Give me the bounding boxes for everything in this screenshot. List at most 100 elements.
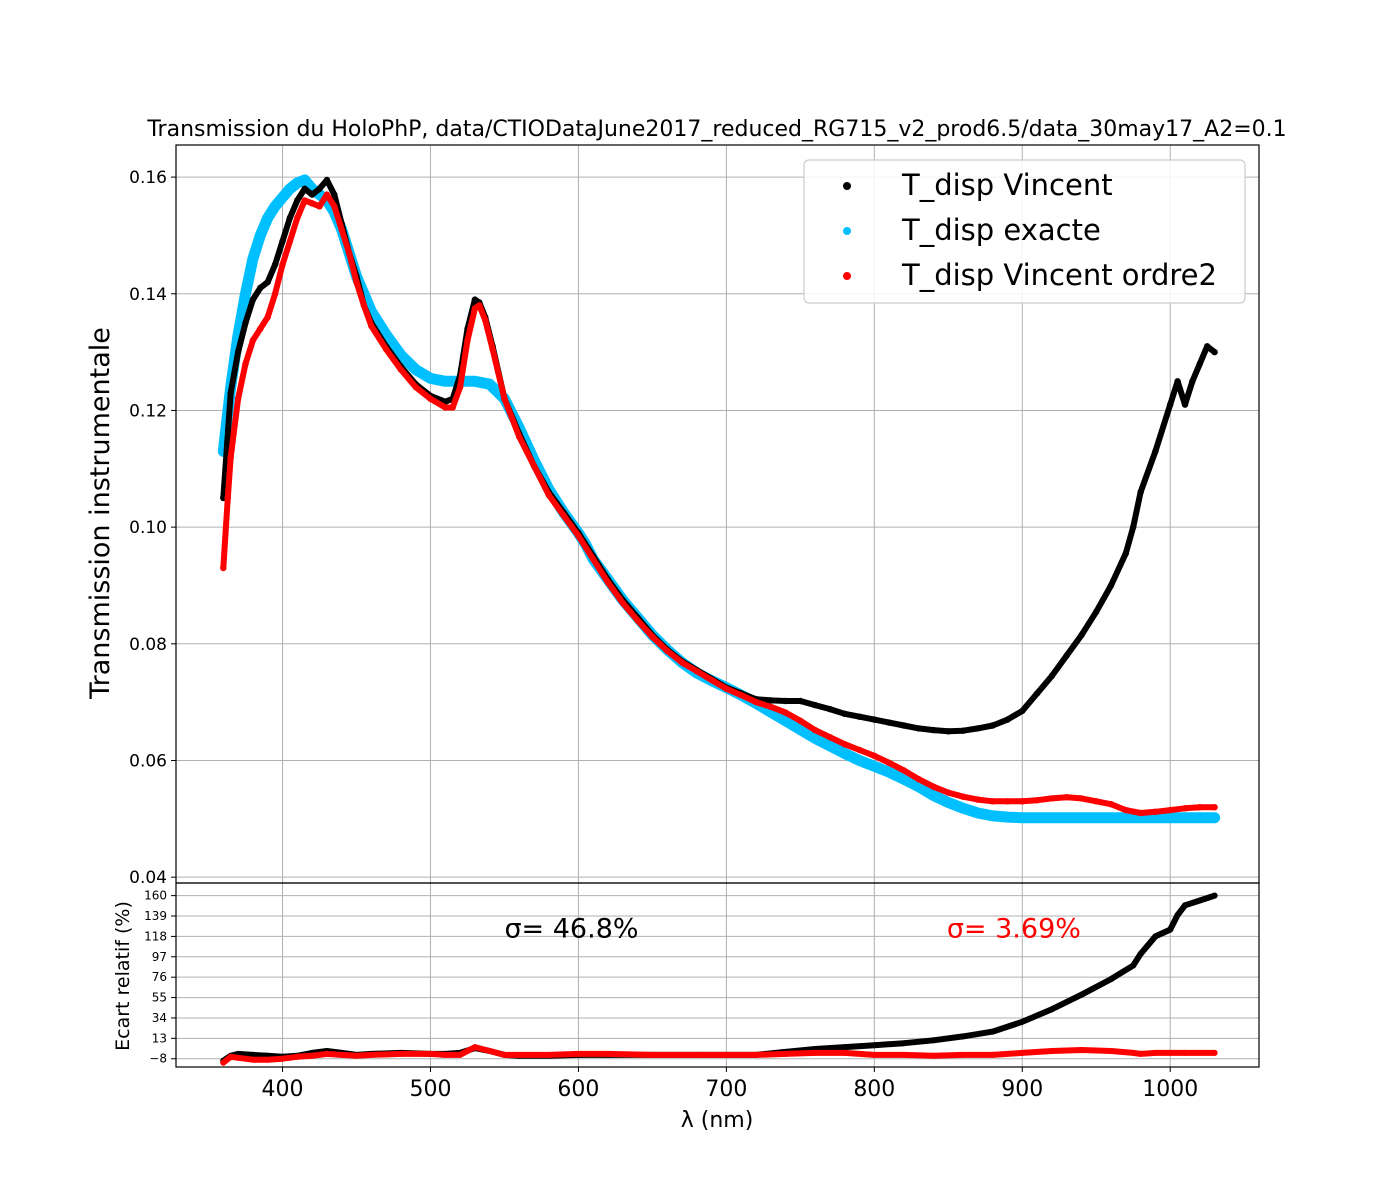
main-data-point	[856, 757, 863, 764]
residual-data-point	[353, 1052, 360, 1059]
x-tick-label: 700	[705, 1077, 747, 1102]
residual-data-point	[1182, 1049, 1188, 1056]
main-data-point	[242, 360, 249, 367]
main-data-point	[693, 668, 700, 675]
main-data-point	[476, 302, 483, 309]
main-y-tick-label: 0.06	[129, 751, 167, 771]
residual-data-point	[605, 1050, 611, 1057]
residual-series-layer	[220, 892, 1218, 1066]
main-data-point	[301, 197, 308, 204]
main-data-point	[1019, 814, 1026, 821]
main-data-point	[974, 809, 982, 817]
main-data-point	[1048, 672, 1056, 680]
main-data-point	[242, 290, 249, 297]
main-data-point	[664, 647, 671, 654]
main-data-point	[1048, 814, 1056, 821]
residual-data-point	[960, 1051, 967, 1058]
residual-data-point	[397, 1050, 404, 1057]
main-data-point	[723, 685, 730, 692]
residual-data-point	[900, 1051, 907, 1058]
main-data-point	[1122, 814, 1130, 821]
residual-data-point	[871, 1042, 878, 1049]
residual-data-point	[457, 1051, 464, 1058]
legend-marker-t-disp-vincent	[843, 182, 851, 190]
residual-data-point	[279, 1055, 286, 1062]
main-y-tick-label: 0.16	[129, 168, 167, 188]
main-data-point	[974, 725, 982, 732]
main-data-point	[545, 491, 552, 499]
x-ticks: 400 500 600 700 800 900 1000	[262, 1067, 1198, 1102]
main-data-point	[708, 676, 715, 684]
main-data-point	[1211, 804, 1218, 811]
residual-data-point	[545, 1051, 552, 1058]
main-data-point	[1196, 804, 1204, 811]
residual-y-tick-label: 76	[152, 970, 167, 984]
main-data-point	[382, 346, 390, 353]
residual-data-point	[220, 1059, 227, 1066]
main-data-point	[752, 698, 760, 706]
main-data-point	[412, 366, 419, 373]
main-data-point	[989, 798, 996, 805]
residual-annotations: σ= 46.8% σ= 3.69%	[504, 914, 1080, 945]
residual-data-point	[1152, 933, 1159, 940]
main-series-layer	[217, 174, 1221, 824]
residual-y-tick-label: 55	[152, 991, 167, 1005]
residual-data-point	[575, 1050, 582, 1057]
main-data-point	[501, 395, 508, 402]
main-data-point	[1196, 814, 1204, 821]
main-data-point	[826, 734, 834, 741]
main-data-point	[294, 179, 301, 187]
residual-series-line	[220, 1044, 1218, 1066]
main-data-point	[871, 763, 878, 770]
main-data-point	[575, 532, 582, 540]
main-data-point	[945, 728, 952, 735]
main-data-point	[885, 769, 893, 776]
main-data-point	[1107, 814, 1115, 821]
main-data-point	[286, 238, 294, 245]
main-data-point	[249, 337, 257, 344]
residual-data-point	[323, 1050, 330, 1057]
residual-plot-frame	[175, 882, 1260, 1068]
main-y-tick-label: 0.14	[129, 285, 167, 305]
main-series-t-disp-vincent-ordre2	[220, 191, 1218, 817]
main-data-point	[397, 366, 405, 373]
main-data-point	[1122, 806, 1130, 814]
residual-data-point	[930, 1037, 937, 1044]
residual-series-t-disp-vincent-ordre2	[220, 1044, 1218, 1066]
main-data-point	[345, 249, 353, 257]
main-data-point	[301, 176, 308, 184]
sigma-annotation: σ= 3.69%	[947, 914, 1081, 945]
main-data-point	[486, 381, 493, 388]
residual-data-point	[989, 1028, 996, 1035]
residual-data-point	[960, 1033, 967, 1040]
residual-y-axis-label: Ecart relatif (%)	[112, 901, 134, 1051]
main-data-point	[257, 325, 264, 332]
main-data-point	[353, 278, 360, 286]
main-data-point	[1211, 348, 1218, 356]
main-data-point	[1078, 814, 1085, 821]
main-data-point	[1093, 814, 1100, 821]
main-data-point	[316, 185, 323, 192]
residual-data-point	[1182, 902, 1188, 909]
residual-data-point	[649, 1051, 656, 1058]
legend-marker-t-disp-vincent-ordre2	[843, 272, 851, 280]
main-data-point	[1004, 813, 1011, 821]
main-data-point	[959, 805, 967, 812]
residual-data-point	[1019, 1018, 1026, 1025]
residual-data-point	[1196, 897, 1203, 904]
main-data-point	[1174, 378, 1181, 385]
main-data-point	[286, 214, 294, 222]
residual-data-point	[900, 1040, 907, 1047]
residual-data-point	[1167, 926, 1174, 933]
main-data-point	[560, 512, 567, 519]
main-data-point	[900, 767, 908, 774]
main-data-point	[856, 746, 863, 754]
residual-data-point	[723, 1051, 730, 1058]
main-data-point	[959, 727, 967, 734]
main-data-point	[974, 796, 982, 803]
main-data-point	[856, 713, 863, 720]
residual-data-point	[264, 1056, 271, 1063]
main-y-ticks: 0.04 0.06 0.08 0.10 0.12 0.14 0.16	[129, 168, 176, 888]
main-data-point	[885, 719, 893, 726]
